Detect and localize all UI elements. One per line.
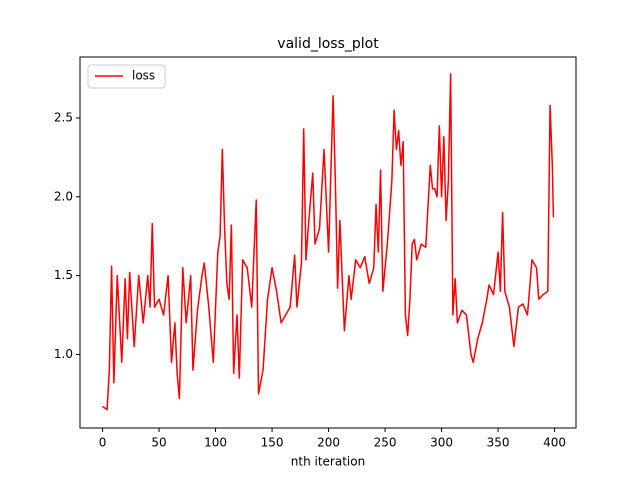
x-tick-label: 200 <box>317 436 340 450</box>
legend-label: loss <box>132 69 155 83</box>
x-tick-label: 100 <box>204 436 227 450</box>
x-tick-label: 300 <box>430 436 453 450</box>
x-tick-label: 350 <box>487 436 510 450</box>
y-tick-label: 2.0 <box>54 189 73 203</box>
x-tick-label: 0 <box>99 436 107 450</box>
x-tick-label: 150 <box>261 436 284 450</box>
plot-frame <box>79 56 577 429</box>
y-tick-label: 1.0 <box>54 347 73 361</box>
y-tick-label: 1.5 <box>54 268 73 282</box>
line-series <box>102 73 555 411</box>
x-tick-label: 250 <box>374 436 397 450</box>
x-axis-label: nth iteration <box>291 455 365 469</box>
chart-title: valid_loss_plot <box>277 36 379 52</box>
legend-box <box>87 64 166 89</box>
x-tick-label: 50 <box>151 436 166 450</box>
x-tick-label: 400 <box>543 436 566 450</box>
y-tick-label: 2.5 <box>54 110 73 124</box>
